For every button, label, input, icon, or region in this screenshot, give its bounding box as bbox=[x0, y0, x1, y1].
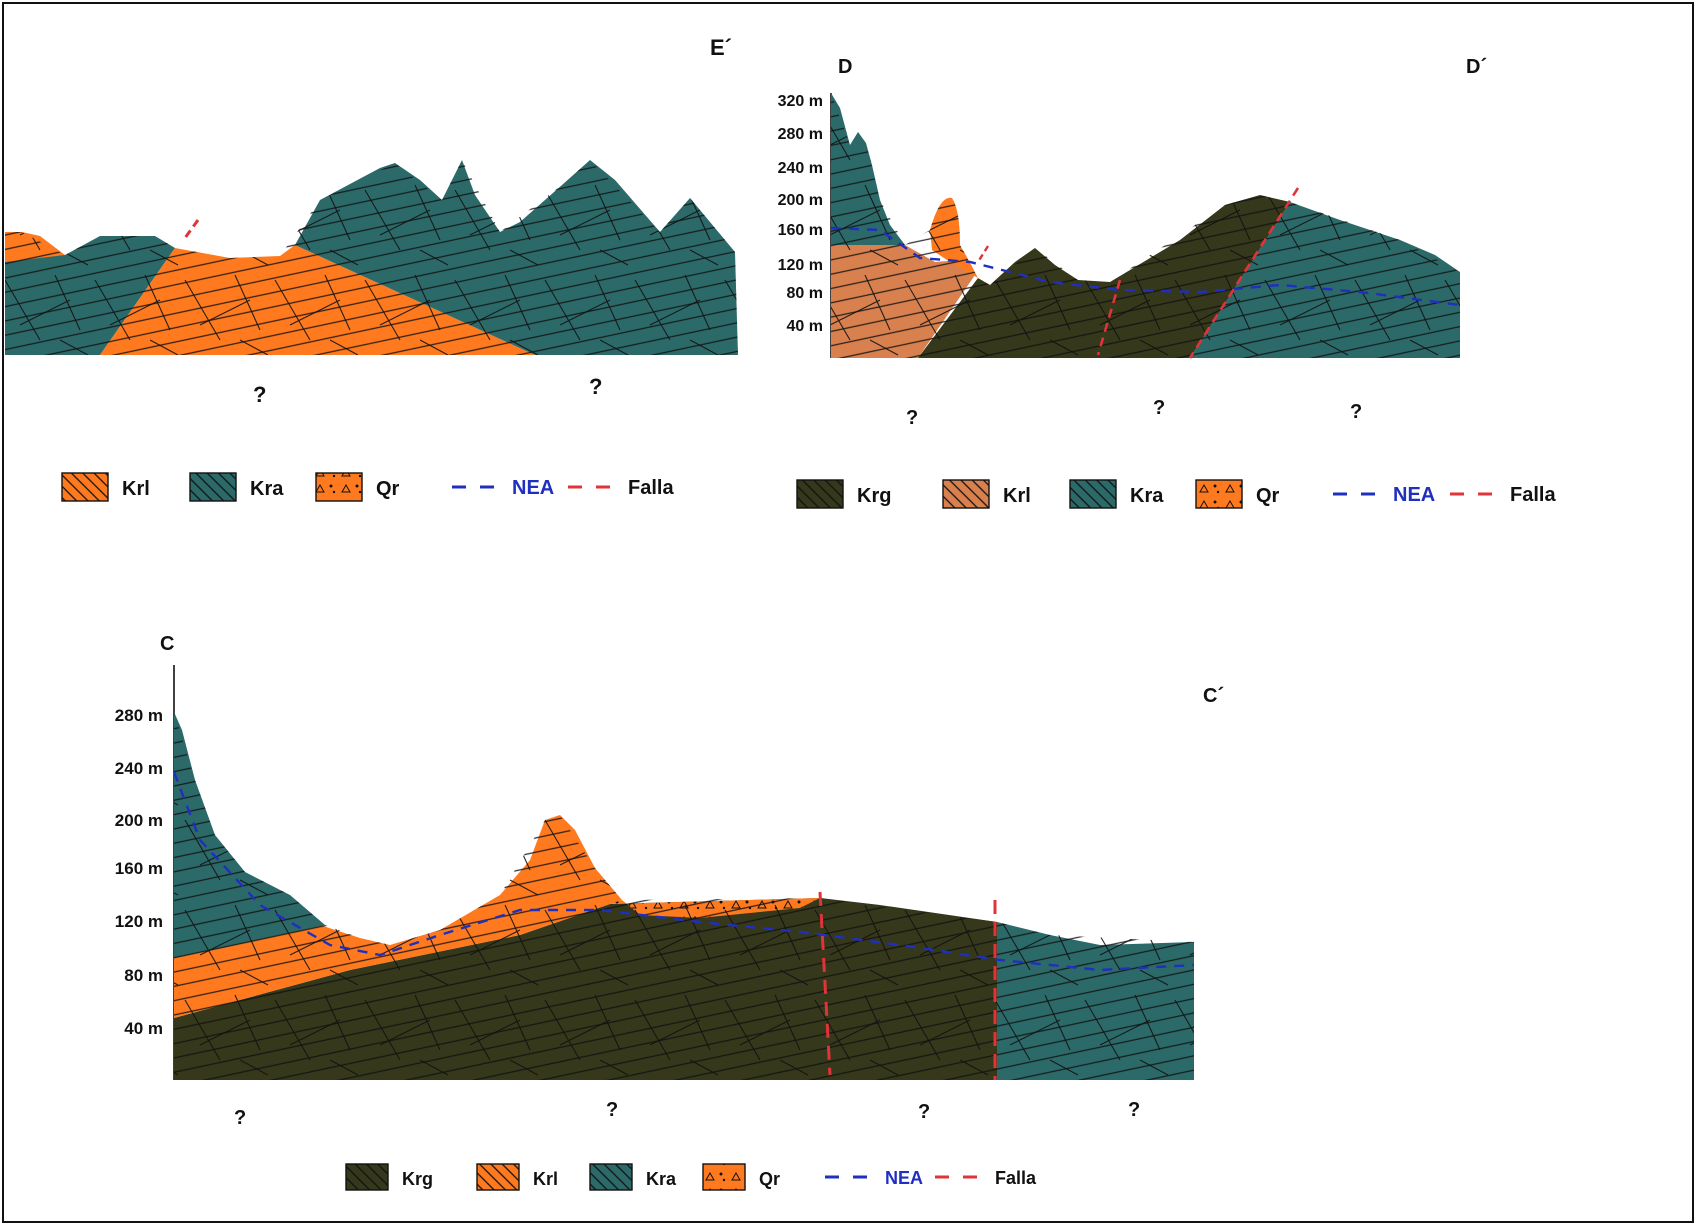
axis-tick-label: 160 m bbox=[115, 859, 163, 878]
legend-item-krl: Krl bbox=[476, 1163, 558, 1191]
legend-label: Kra bbox=[646, 1169, 677, 1189]
section-c-y-axis-ticks: 280 m 240 m 200 m 160 m 120 m 80 m 40 m bbox=[115, 706, 163, 1038]
section-d-unknown: ? bbox=[1153, 397, 1165, 419]
unit-fractures-e bbox=[5, 160, 738, 355]
legend-swatch-pattern bbox=[590, 1164, 632, 1190]
section-d-d-prime: D D´ 320 m 280 m 240 m 200 m 160 m 120 m… bbox=[778, 56, 1487, 429]
legend-section-d: Krg Krl Kra Qr NEA Falla bbox=[796, 479, 1556, 509]
legend-item-nea: NEA bbox=[825, 1168, 923, 1188]
legend-item-qr: Qr bbox=[702, 1163, 780, 1191]
legend-item-krg: Krg bbox=[345, 1163, 433, 1191]
legend-label: Qr bbox=[1256, 485, 1280, 507]
section-e-unknown: ? bbox=[253, 382, 266, 407]
unit-fractures-c bbox=[174, 712, 1194, 1080]
legend-item-falla: Falla bbox=[1450, 484, 1556, 506]
axis-tick-label: 40 m bbox=[787, 318, 823, 335]
legend-label: Kra bbox=[250, 478, 284, 500]
section-c-unknown: ? bbox=[234, 1107, 246, 1129]
axis-tick-label: 280 m bbox=[778, 126, 823, 143]
legend-item-kra: Kra bbox=[589, 1163, 677, 1191]
section-c-unknown: ? bbox=[1128, 1099, 1140, 1121]
legend-swatch-pattern bbox=[316, 473, 362, 501]
legend-label: NEA bbox=[1393, 484, 1435, 506]
legend-swatch-pattern bbox=[943, 480, 989, 508]
legend-swatch-pattern bbox=[1070, 480, 1116, 508]
legend-swatch-pattern bbox=[1196, 480, 1242, 508]
legend-label: Falla bbox=[628, 477, 674, 499]
legend-label: Qr bbox=[759, 1169, 780, 1189]
axis-tick-label: 200 m bbox=[115, 811, 163, 830]
legend-item-krl: Krl bbox=[942, 479, 1031, 509]
legend-label: Krl bbox=[122, 478, 150, 500]
section-d-unknown: ? bbox=[1350, 401, 1362, 423]
legend-item-falla: Falla bbox=[568, 477, 674, 499]
fault-trace-e bbox=[183, 219, 200, 239]
legend-item-qr: Qr bbox=[1195, 479, 1280, 509]
section-c-unknown: ? bbox=[918, 1101, 930, 1123]
section-c-unknown: ? bbox=[606, 1099, 618, 1121]
section-d-start-label: D bbox=[838, 56, 852, 78]
legend-swatch-pattern bbox=[190, 473, 236, 501]
legend-label: NEA bbox=[885, 1168, 923, 1188]
unit-fractures-d bbox=[831, 93, 1460, 358]
axis-tick-label: 120 m bbox=[115, 912, 163, 931]
axis-tick-label: 80 m bbox=[787, 285, 823, 302]
legend-swatch-pattern bbox=[797, 480, 843, 508]
fault-trace-d3 bbox=[976, 245, 990, 263]
legend-item-qr: Qr bbox=[315, 472, 400, 502]
legend-item-kra: Kra bbox=[189, 472, 284, 502]
axis-tick-label: 160 m bbox=[778, 222, 823, 239]
legend-item-kra: Kra bbox=[1069, 479, 1164, 509]
section-d-end-label: D´ bbox=[1466, 56, 1487, 78]
legend-label: Krg bbox=[402, 1169, 433, 1189]
axis-tick-label: 240 m bbox=[778, 160, 823, 177]
axis-tick-label: 280 m bbox=[115, 706, 163, 725]
legend-label: Qr bbox=[376, 478, 400, 500]
fault-line-c1 bbox=[818, 891, 832, 1076]
legend-item-falla: Falla bbox=[935, 1168, 1037, 1188]
fault-trace-d2 bbox=[1188, 187, 1300, 359]
fault-trace-d1 bbox=[1096, 279, 1122, 356]
legend-label: Falla bbox=[995, 1168, 1037, 1188]
legend-label: Falla bbox=[1510, 484, 1556, 506]
axis-tick-label: 320 m bbox=[778, 93, 823, 110]
legend-swatch-pattern bbox=[703, 1164, 745, 1190]
section-c-c-prime: C C´ 280 m 240 m 200 m 160 m 120 m 80 m … bbox=[115, 633, 1224, 1129]
legend-swatch-pattern bbox=[346, 1164, 388, 1190]
section-d-unknown: ? bbox=[906, 407, 918, 429]
axis-tick-label: 40 m bbox=[124, 1019, 163, 1038]
legend-label: Krl bbox=[1003, 485, 1031, 507]
nea-line-d bbox=[830, 226, 1461, 307]
legend-item-krg: Krg bbox=[796, 479, 891, 509]
axis-tick-label: 200 m bbox=[778, 192, 823, 209]
legend-label: NEA bbox=[512, 477, 554, 499]
section-c-end-label: C´ bbox=[1203, 685, 1224, 707]
axis-tick-label: 240 m bbox=[115, 759, 163, 778]
legend-item-krl: Krl bbox=[61, 472, 150, 502]
legend-section-c: Krg Krl Kra Qr NEA Falla bbox=[345, 1163, 1037, 1191]
legend-label: Krg bbox=[857, 485, 891, 507]
axis-tick-label: 120 m bbox=[778, 257, 823, 274]
section-e-e-prime: E´ ? ? bbox=[5, 35, 738, 407]
section-e-end-label: E´ bbox=[710, 35, 732, 60]
legend-label: Krl bbox=[533, 1169, 558, 1189]
legend-swatch-pattern bbox=[62, 473, 108, 501]
axis-tick-label: 80 m bbox=[124, 966, 163, 985]
legend-label: Kra bbox=[1130, 485, 1164, 507]
section-d-y-axis-ticks: 320 m 280 m 240 m 200 m 160 m 120 m 80 m… bbox=[778, 93, 823, 335]
nea-line-c bbox=[172, 771, 1195, 972]
legend-item-nea: NEA bbox=[452, 477, 554, 499]
legend-swatch-pattern bbox=[477, 1164, 519, 1190]
legend-item-nea: NEA bbox=[1333, 484, 1435, 506]
section-c-start-label: C bbox=[160, 633, 174, 655]
section-e-unknown: ? bbox=[589, 374, 602, 399]
legend-section-e: Krl Kra Qr NEA Falla bbox=[61, 472, 674, 502]
